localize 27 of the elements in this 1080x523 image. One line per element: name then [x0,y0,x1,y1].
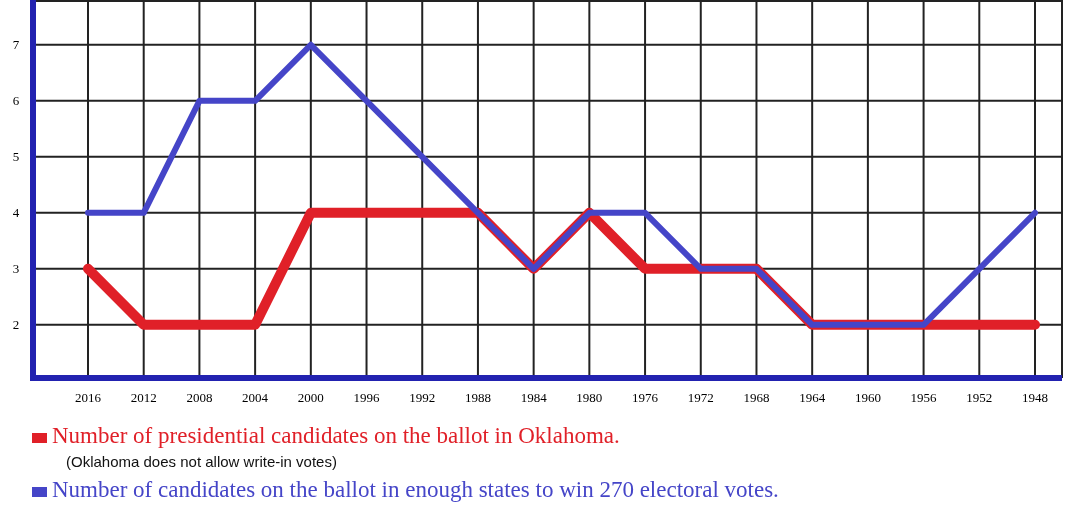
y-tick-label: 3 [12,261,20,277]
x-tick-label: 1976 [632,390,659,405]
text: (Oklahoma does not allow write-in votes) [66,453,337,470]
legend-label: Number of candidates on the ballot in enough states to win 270 electoral votes. [52,477,779,502]
x-tick-label: 1996 [353,390,381,405]
x-tick-label: 1984 [520,390,548,405]
x-tick-label: 1960 [854,390,881,405]
x-tick-label: 2012 [130,390,157,405]
y-tick-label: 5 [12,149,20,165]
x-tick-label: 2004 [242,390,269,405]
x-tick-label: 1964 [799,390,826,405]
y-tick-label: 6 [12,93,20,109]
x-tick-label: 2008 [186,390,213,405]
x-tick-label: 1972 [687,390,714,405]
x-tick-label: 1980 [576,390,603,405]
x-tick-label: 1948 [1022,390,1048,405]
x-tick-label: 1992 [409,390,436,405]
x-tick-label: 1956 [910,390,938,405]
y-tick-label: 2 [12,317,20,333]
x-tick-label: 1952 [966,390,993,405]
x-tick-label: 1988 [464,390,491,405]
x-tick-label: 2016 [75,390,102,405]
x-tick-label: 2000 [297,390,324,405]
legend-label: Number of presidential candidates on the ballot in Oklahoma. [52,423,620,448]
y-tick-label: 4 [12,205,20,221]
x-tick-label: 1968 [743,390,770,405]
y-tick-label: 7 [12,37,20,53]
